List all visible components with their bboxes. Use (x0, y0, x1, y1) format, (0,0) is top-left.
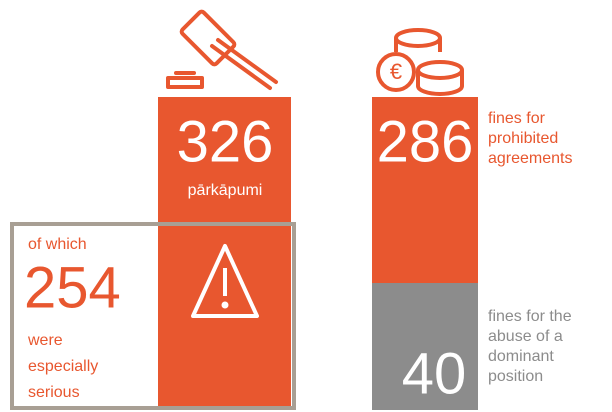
total-label: pārkāpumi (188, 182, 263, 199)
abuse-label: fines for the (488, 308, 572, 325)
abuse-count: 40 (402, 341, 467, 406)
abuse-label: dominant (488, 348, 554, 365)
serious-suffix: serious (28, 384, 80, 401)
coins-icon: € (376, 28, 464, 96)
agreements-label: agreements (488, 150, 573, 167)
serious-count: 254 (24, 255, 121, 320)
abuse-label: position (488, 368, 543, 385)
serious-box (10, 222, 296, 410)
agreements-label: fines for (488, 110, 546, 127)
serious-suffix: were (27, 332, 63, 349)
violations-bar (158, 97, 291, 410)
agreements-label: prohibited (488, 130, 558, 147)
warning-icon (191, 244, 259, 318)
agreements-count: 286 (377, 109, 474, 174)
serious-suffix: especially (28, 358, 98, 375)
abuse-label: abuse of a (488, 328, 563, 345)
abuse-bar (372, 283, 478, 410)
svg-text:€: € (390, 59, 402, 84)
gavel-icon (166, 9, 278, 90)
total-violations: 326 (177, 109, 274, 174)
agreements-bar (372, 97, 478, 283)
serious-prefix: of which (28, 236, 87, 253)
